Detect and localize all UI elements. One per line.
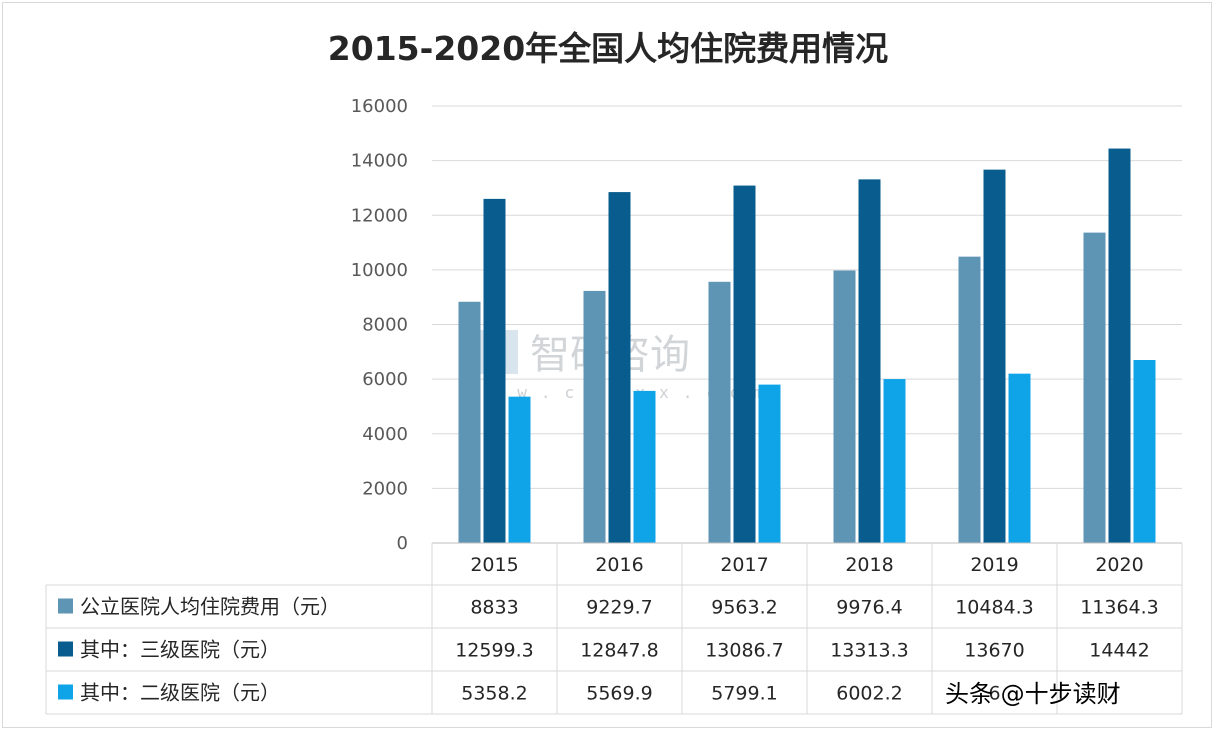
data-table: 2015 2016 2017 2018 2019 2020 公立医院人均住院费用（元） 883… — [45, 542, 1183, 715]
bar-2015-s3 — [508, 396, 531, 543]
bars — [458, 148, 1156, 544]
table-cell: 10484.3 — [955, 597, 1034, 619]
table-cell: 5569.9 — [586, 683, 652, 705]
table-cell: 14442 — [1089, 640, 1149, 662]
y-tick-label: 12000 — [351, 205, 408, 226]
table-cell: 9563.2 — [711, 597, 777, 619]
table-cell: 8833 — [470, 597, 518, 619]
table-cell: 13670 — [964, 640, 1024, 662]
bar-2015-s2 — [483, 198, 506, 543]
legend-key-s3 — [58, 684, 73, 700]
table-cell: 13086.7 — [705, 640, 784, 662]
bar-2015-s1 — [458, 301, 481, 543]
bar-2018-s2 — [858, 179, 881, 543]
legend-label-s3: 其中：二级医院（元） — [80, 681, 280, 705]
bar-2019-s3 — [1008, 373, 1031, 543]
x-tick-label: 2015 — [470, 554, 518, 576]
bar-2019-s1 — [958, 256, 981, 543]
bar-2017-s3 — [758, 384, 781, 543]
bar-2016-s3 — [633, 390, 656, 543]
bar-2018-s3 — [883, 379, 906, 543]
y-tick-label: 10000 — [351, 260, 408, 281]
x-tick-label: 2016 — [595, 554, 643, 576]
bar-2016-s2 — [608, 192, 631, 543]
y-tick-label: 6000 — [362, 369, 408, 390]
y-tick-label: 8000 — [362, 315, 408, 336]
table-cell: 11364.3 — [1080, 597, 1159, 619]
y-tick-label: 2000 — [362, 478, 408, 499]
chart-title: 2015-2020年全国人均住院费用情况 — [327, 29, 889, 68]
x-tick-label: 2020 — [1095, 554, 1143, 576]
bar-2017-s1 — [708, 281, 731, 543]
table-cell: 5799.1 — [711, 683, 777, 705]
bar-2016-s1 — [583, 290, 606, 543]
x-tick-label: 2018 — [845, 554, 893, 576]
legend-key-s2 — [58, 641, 73, 657]
table-cell: 6 — [988, 683, 1000, 705]
bar-2017-s2 — [733, 185, 756, 543]
bar-2020-s1 — [1083, 232, 1106, 543]
bar-2018-s1 — [833, 270, 856, 543]
y-tick-label: 14000 — [351, 151, 408, 172]
bar-2020-s3 — [1133, 360, 1156, 543]
bar-2019-s2 — [983, 169, 1006, 543]
table-cell: 9976.4 — [836, 597, 902, 619]
table-cell: 9229.7 — [586, 597, 652, 619]
x-tick-label: 2019 — [970, 554, 1018, 576]
table-cell: 6002.2 — [836, 683, 902, 705]
legend-label-s2: 其中：三级医院（元） — [80, 638, 280, 662]
gridlines — [432, 105, 1182, 489]
legend-key-s1 — [58, 598, 73, 614]
credit-text: 头条 @十步读财 — [945, 680, 1121, 708]
bar-2020-s2 — [1108, 148, 1131, 544]
table-cell: 12847.8 — [580, 640, 659, 662]
y-axis-ticks: 0 2000 4000 6000 8000 10000 12000 14000 16000 — [351, 96, 408, 554]
y-tick-label: 0 — [397, 533, 408, 554]
x-tick-label: 2017 — [720, 554, 768, 576]
y-tick-label: 16000 — [351, 96, 408, 117]
table-cell: 5358.2 — [461, 683, 527, 705]
y-tick-label: 4000 — [362, 424, 408, 445]
table-cell: 12599.3 — [455, 640, 534, 662]
table-cell: 13313.3 — [830, 640, 909, 662]
legend-label-s1: 公立医院人均住院费用（元） — [80, 595, 340, 619]
